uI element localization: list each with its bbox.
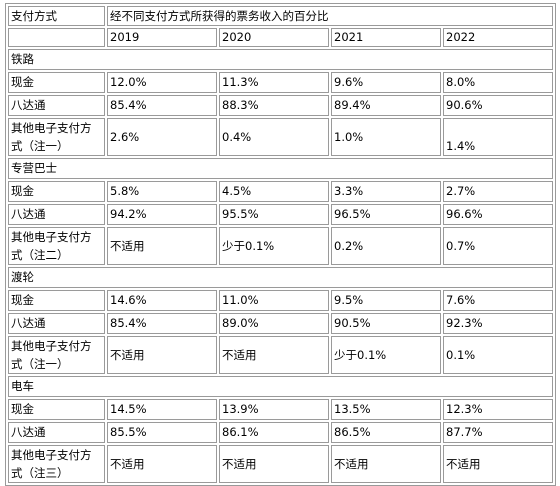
table-cell: 少于0.1% bbox=[331, 336, 441, 374]
row-label: 八达通 bbox=[8, 313, 105, 334]
table-cell: 1.0% bbox=[331, 118, 441, 156]
year-header: 2019 bbox=[107, 28, 217, 47]
table-cell: 90.6% bbox=[443, 95, 553, 116]
table-title: 经不同支付方式所获得的票务收入的百分比 bbox=[107, 6, 553, 26]
row-label: 现金 bbox=[8, 181, 105, 202]
table-cell: 85.5% bbox=[107, 422, 217, 443]
table-cell: 89.4% bbox=[331, 95, 441, 116]
table-row: 其他电子支付方式（注二） 不适用 少于0.1% 0.2% 0.7% bbox=[8, 227, 553, 265]
table-cell: 2.6% bbox=[107, 118, 217, 156]
table-cell: 85.4% bbox=[107, 95, 217, 116]
table-cell: 0.1% bbox=[443, 336, 553, 374]
table-cell: 少于0.1% bbox=[219, 227, 329, 265]
table-cell: 不适用 bbox=[443, 445, 553, 483]
section-header-row: 专营巴士 bbox=[8, 158, 553, 179]
table-cell: 3.3% bbox=[331, 181, 441, 202]
table-row: 现金 14.5% 13.9% 13.5% 12.3% bbox=[8, 399, 553, 420]
table-row: 八达通 94.2% 95.5% 96.5% 96.6% bbox=[8, 204, 553, 225]
table-cell: 90.5% bbox=[331, 313, 441, 334]
table-cell: 12.3% bbox=[443, 399, 553, 420]
table-cell: 2.7% bbox=[443, 181, 553, 202]
table-cell: 8.0% bbox=[443, 72, 553, 93]
table-container: 支付方式 经不同支付方式所获得的票务收入的百分比 2019 2020 2021 … bbox=[5, 3, 556, 486]
table-cell: 不适用 bbox=[331, 445, 441, 483]
table-row: 八达通 85.5% 86.1% 86.5% 87.7% bbox=[8, 422, 553, 443]
table-cell: 13.9% bbox=[219, 399, 329, 420]
table-cell: 不适用 bbox=[219, 336, 329, 374]
payment-method-header: 支付方式 bbox=[8, 6, 105, 26]
table-cell: 87.7% bbox=[443, 422, 553, 443]
row-label: 其他电子支付方式（注一） bbox=[8, 118, 105, 156]
table-cell: 86.1% bbox=[219, 422, 329, 443]
table-row: 八达通 85.4% 88.3% 89.4% 90.6% bbox=[8, 95, 553, 116]
section-title: 铁路 bbox=[8, 49, 553, 70]
table-cell: 13.5% bbox=[331, 399, 441, 420]
row-label: 其他电子支付方式（注三） bbox=[8, 445, 105, 483]
fare-payment-table: 支付方式 经不同支付方式所获得的票务收入的百分比 2019 2020 2021 … bbox=[5, 3, 556, 486]
year-header: 2021 bbox=[331, 28, 441, 47]
table-cell: 4.5% bbox=[219, 181, 329, 202]
row-label: 现金 bbox=[8, 290, 105, 311]
section-header-row: 渡轮 bbox=[8, 267, 553, 288]
table-cell: 86.5% bbox=[331, 422, 441, 443]
table-row: 现金 14.6% 11.0% 9.5% 7.6% bbox=[8, 290, 553, 311]
table-cell: 不适用 bbox=[107, 445, 217, 483]
table-cell: 7.6% bbox=[443, 290, 553, 311]
row-label: 现金 bbox=[8, 72, 105, 93]
header-row: 支付方式 经不同支付方式所获得的票务收入的百分比 bbox=[8, 6, 553, 26]
year-row: 2019 2020 2021 2022 bbox=[8, 28, 553, 47]
table-cell: 0.4% bbox=[219, 118, 329, 156]
table-cell: 0.2% bbox=[331, 227, 441, 265]
year-header: 2022 bbox=[443, 28, 553, 47]
table-cell: 94.2% bbox=[107, 204, 217, 225]
table-cell: 89.0% bbox=[219, 313, 329, 334]
section-header-row: 电车 bbox=[8, 376, 553, 397]
year-row-blank bbox=[8, 28, 105, 47]
table-row: 其他电子支付方式（注一） 不适用 不适用 少于0.1% 0.1% bbox=[8, 336, 553, 374]
section-header-row: 铁路 bbox=[8, 49, 553, 70]
year-header: 2020 bbox=[219, 28, 329, 47]
section-title: 专营巴士 bbox=[8, 158, 553, 179]
table-row: 现金 5.8% 4.5% 3.3% 2.7% bbox=[8, 181, 553, 202]
row-label: 八达通 bbox=[8, 204, 105, 225]
table-cell: 96.6% bbox=[443, 204, 553, 225]
table-cell: 14.6% bbox=[107, 290, 217, 311]
table-cell: 不适用 bbox=[219, 445, 329, 483]
table-cell: 不适用 bbox=[107, 336, 217, 374]
table-cell: 14.5% bbox=[107, 399, 217, 420]
table-cell: 5.8% bbox=[107, 181, 217, 202]
table-row: 八达通 85.4% 89.0% 90.5% 92.3% bbox=[8, 313, 553, 334]
row-label: 其他电子支付方式（注一） bbox=[8, 336, 105, 374]
table-cell: 88.3% bbox=[219, 95, 329, 116]
row-label: 八达通 bbox=[8, 95, 105, 116]
section-title: 渡轮 bbox=[8, 267, 553, 288]
table-cell: 11.3% bbox=[219, 72, 329, 93]
table-cell: 9.5% bbox=[331, 290, 441, 311]
table-cell: 12.0% bbox=[107, 72, 217, 93]
table-cell: 0.7% bbox=[443, 227, 553, 265]
table-cell: 96.5% bbox=[331, 204, 441, 225]
table-cell: 9.6% bbox=[331, 72, 441, 93]
table-row: 其他电子支付方式（注三） 不适用 不适用 不适用 不适用 bbox=[8, 445, 553, 483]
section-title: 电车 bbox=[8, 376, 553, 397]
table-cell: 不适用 bbox=[107, 227, 217, 265]
table-cell: 1.4% bbox=[443, 118, 553, 156]
table-row: 其他电子支付方式（注一） 2.6% 0.4% 1.0% 1.4% bbox=[8, 118, 553, 156]
table-cell: 95.5% bbox=[219, 204, 329, 225]
row-label: 现金 bbox=[8, 399, 105, 420]
table-cell: 92.3% bbox=[443, 313, 553, 334]
table-cell: 85.4% bbox=[107, 313, 217, 334]
table-cell: 11.0% bbox=[219, 290, 329, 311]
table-row: 现金 12.0% 11.3% 9.6% 8.0% bbox=[8, 72, 553, 93]
row-label: 其他电子支付方式（注二） bbox=[8, 227, 105, 265]
row-label: 八达通 bbox=[8, 422, 105, 443]
